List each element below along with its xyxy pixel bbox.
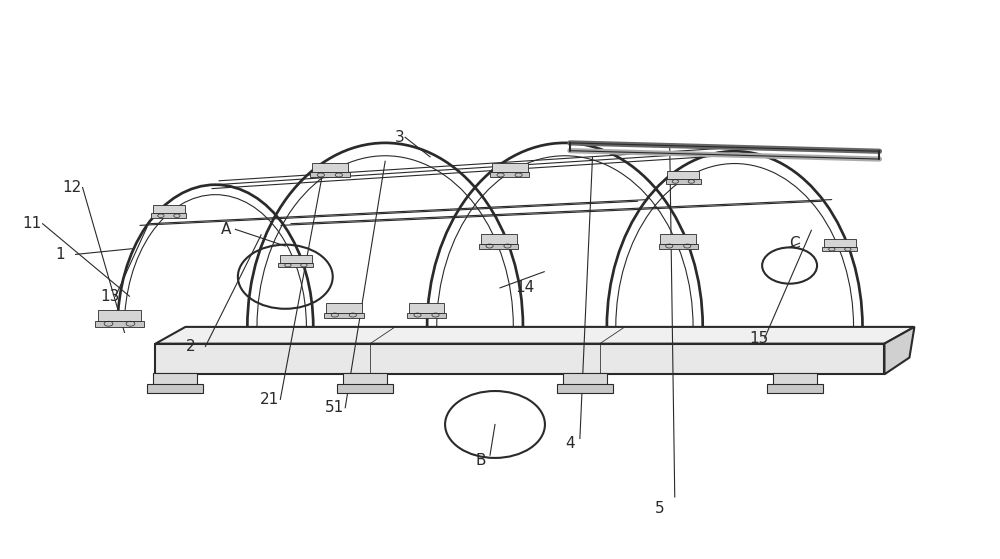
Bar bbox=[312, 163, 348, 173]
Bar bbox=[666, 179, 701, 184]
Bar bbox=[824, 239, 856, 247]
Text: A: A bbox=[220, 222, 231, 237]
Bar bbox=[481, 234, 517, 244]
Bar bbox=[557, 384, 613, 392]
Bar bbox=[767, 384, 823, 392]
Bar bbox=[822, 247, 857, 252]
Bar bbox=[659, 244, 698, 249]
Bar bbox=[660, 234, 696, 244]
Text: 1: 1 bbox=[56, 247, 65, 262]
Polygon shape bbox=[155, 344, 884, 375]
Bar bbox=[310, 173, 350, 178]
Text: 13: 13 bbox=[101, 289, 120, 304]
Bar bbox=[324, 312, 364, 318]
Text: 12: 12 bbox=[63, 180, 82, 195]
Bar bbox=[95, 321, 144, 327]
Bar bbox=[409, 304, 444, 312]
Bar bbox=[151, 214, 186, 218]
Text: 15: 15 bbox=[750, 330, 769, 345]
Polygon shape bbox=[155, 327, 914, 344]
Bar bbox=[153, 206, 185, 214]
Text: 2: 2 bbox=[185, 339, 195, 354]
Bar bbox=[490, 173, 529, 178]
Bar bbox=[479, 244, 518, 249]
Bar bbox=[667, 171, 699, 179]
Text: 4: 4 bbox=[565, 437, 575, 452]
Bar bbox=[98, 310, 141, 321]
Bar bbox=[280, 255, 312, 263]
Text: 3: 3 bbox=[395, 130, 405, 145]
Bar bbox=[407, 312, 446, 318]
Text: 11: 11 bbox=[23, 216, 42, 231]
Bar bbox=[343, 373, 387, 386]
Text: C: C bbox=[790, 236, 800, 251]
Text: 14: 14 bbox=[515, 281, 534, 295]
Bar bbox=[147, 384, 203, 392]
Polygon shape bbox=[884, 327, 914, 375]
Bar bbox=[337, 384, 393, 392]
Text: 51: 51 bbox=[325, 400, 344, 415]
Bar bbox=[492, 163, 528, 173]
Bar bbox=[326, 304, 362, 312]
Text: 5: 5 bbox=[655, 501, 664, 515]
Bar bbox=[563, 373, 607, 386]
Bar bbox=[773, 373, 817, 386]
Text: B: B bbox=[475, 453, 486, 468]
Bar bbox=[153, 373, 197, 386]
Bar bbox=[278, 263, 313, 267]
Text: 21: 21 bbox=[260, 392, 280, 407]
